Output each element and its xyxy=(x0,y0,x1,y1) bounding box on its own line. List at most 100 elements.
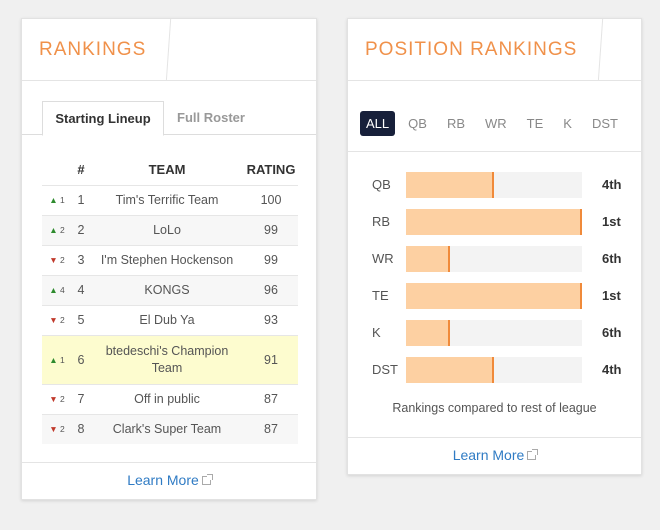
rank-change-value: 1 xyxy=(60,195,65,205)
position-label: RB xyxy=(372,214,391,229)
change-column-header xyxy=(42,155,72,185)
rank-number: 7 xyxy=(72,383,90,414)
rank-change-value: 2 xyxy=(60,424,65,435)
rank-change-value: 2 xyxy=(60,255,65,265)
position-bar-row: RB 1st xyxy=(348,209,641,235)
tab-full-roster[interactable]: Full Roster xyxy=(177,110,245,125)
position-filter-tabs: ALL QB RB WR TE K DST xyxy=(360,111,631,136)
position-rankings-header: POSITION RANKINGS xyxy=(348,19,641,81)
rank-change: ▼ 2 xyxy=(42,304,72,335)
rank-number: 2 xyxy=(72,214,90,245)
arrow-down-icon: ▼ xyxy=(49,394,58,404)
rank-number: 4 xyxy=(72,274,90,305)
position-label: WR xyxy=(372,251,394,266)
team-name: Clark's Super Team xyxy=(90,413,244,444)
tab-qb[interactable]: QB xyxy=(408,116,427,131)
arrow-up-icon: ▲ xyxy=(49,195,58,205)
rank-number: 3 xyxy=(72,244,90,275)
table-row: ▲ 1 6 btedeschi's Champion Team 91 xyxy=(42,334,298,384)
table-row: ▲ 1 1 Tim's Terrific Team 100 xyxy=(42,184,298,215)
rankings-table: # TEAM RATING ▲ 1 1 Tim's Terrific Team 100… xyxy=(42,155,298,444)
table-row: ▼ 2 7 Off in public 87 xyxy=(42,383,298,414)
team-rating[interactable]: 93 xyxy=(244,304,298,335)
rankings-tabs: Starting Lineup Full Roster xyxy=(22,101,316,136)
rating-column-header: RATING xyxy=(246,162,296,178)
tab-dst[interactable]: DST xyxy=(591,116,618,131)
tab-rb[interactable]: RB xyxy=(446,116,465,131)
table-row: ▼ 2 3 I'm Stephen Hockenson 99 xyxy=(42,244,298,275)
arrow-up-icon: ▲ xyxy=(49,225,58,235)
team-name: Off in public xyxy=(90,383,244,414)
learn-more-link[interactable]: Learn More xyxy=(127,472,213,488)
learn-more-label: Learn More xyxy=(127,472,199,488)
header-divider xyxy=(597,19,604,80)
bar-fill xyxy=(406,172,494,198)
header-divider xyxy=(165,19,172,80)
table-row: ▼ 2 5 El Dub Ya 93 xyxy=(42,304,298,335)
rankings-footer: Learn More xyxy=(22,462,316,499)
position-rankings-card: POSITION RANKINGS ALL QB RB WR TE K DST QB 4th R… xyxy=(347,18,642,475)
position-rank: 6th xyxy=(602,325,622,340)
tab-starting-lineup[interactable]: Starting Lineup xyxy=(42,101,164,136)
rank-change: ▲ 1 xyxy=(42,184,72,215)
tab-all[interactable]: ALL xyxy=(360,111,396,136)
rank-change-value: 4 xyxy=(60,285,65,295)
position-bar-row: QB 4th xyxy=(348,172,641,198)
external-link-icon xyxy=(201,474,213,485)
rank-change-value: 2 xyxy=(60,225,65,235)
tab-wr[interactable]: WR xyxy=(485,116,507,131)
team-rating[interactable]: 87 xyxy=(244,383,298,414)
bar-track xyxy=(406,283,582,309)
position-rankings-title: POSITION RANKINGS xyxy=(365,39,578,60)
arrow-down-icon: ▼ xyxy=(49,424,58,435)
bar-fill xyxy=(406,246,450,272)
position-bar-row: DST 4th xyxy=(348,357,641,383)
bar-fill xyxy=(406,357,494,383)
position-rank: 6th xyxy=(602,251,622,266)
position-rank: 4th xyxy=(602,362,622,377)
position-caption: Rankings compared to rest of league xyxy=(392,401,597,415)
arrow-down-icon: ▼ xyxy=(49,315,58,325)
position-label: DST xyxy=(372,362,398,377)
rank-change: ▼ 2 xyxy=(42,383,72,414)
rank-change: ▲ 2 xyxy=(42,214,72,245)
bar-fill xyxy=(406,283,582,309)
team-rating[interactable]: 100 xyxy=(244,184,298,215)
rankings-card: RANKINGS Starting Lineup Full Roster # T… xyxy=(21,18,317,500)
tab-k[interactable]: K xyxy=(563,116,572,131)
bar-fill xyxy=(406,209,582,235)
team-name: LoLo xyxy=(90,214,244,245)
rank-column-header: # xyxy=(77,162,85,178)
arrow-up-icon: ▲ xyxy=(49,354,58,365)
learn-more-link[interactable]: Learn More xyxy=(453,447,539,463)
rank-change: ▼ 2 xyxy=(42,413,72,444)
divider xyxy=(348,151,641,152)
team-rating[interactable]: 99 xyxy=(244,244,298,275)
position-bar-row: K 6th xyxy=(348,320,641,346)
team-rating[interactable]: 99 xyxy=(244,214,298,245)
arrow-down-icon: ▼ xyxy=(49,255,58,265)
bar-track xyxy=(406,172,582,198)
position-rank: 4th xyxy=(602,177,622,192)
tab-te[interactable]: TE xyxy=(526,116,544,131)
position-label: TE xyxy=(372,288,389,303)
bar-track xyxy=(406,320,582,346)
rank-number: 5 xyxy=(72,304,90,335)
team-rating[interactable]: 91 xyxy=(244,334,298,384)
team-name: Tim's Terrific Team xyxy=(90,184,244,215)
team-name: I'm Stephen Hockenson xyxy=(90,244,244,275)
team-rating[interactable]: 96 xyxy=(244,274,298,305)
table-row: ▲ 4 4 KONGS 96 xyxy=(42,274,298,305)
external-link-icon xyxy=(527,449,539,460)
rank-change: ▼ 2 xyxy=(42,244,72,275)
team-rating[interactable]: 87 xyxy=(244,413,298,444)
table-header-row: # TEAM RATING xyxy=(42,155,298,185)
arrow-up-icon: ▲ xyxy=(49,285,58,295)
position-bar-row: TE 1st xyxy=(348,283,641,309)
bar-track xyxy=(406,246,582,272)
bar-track xyxy=(406,357,582,383)
team-name: El Dub Ya xyxy=(90,304,244,335)
rankings-title: RANKINGS xyxy=(39,39,147,60)
bar-track xyxy=(406,209,582,235)
